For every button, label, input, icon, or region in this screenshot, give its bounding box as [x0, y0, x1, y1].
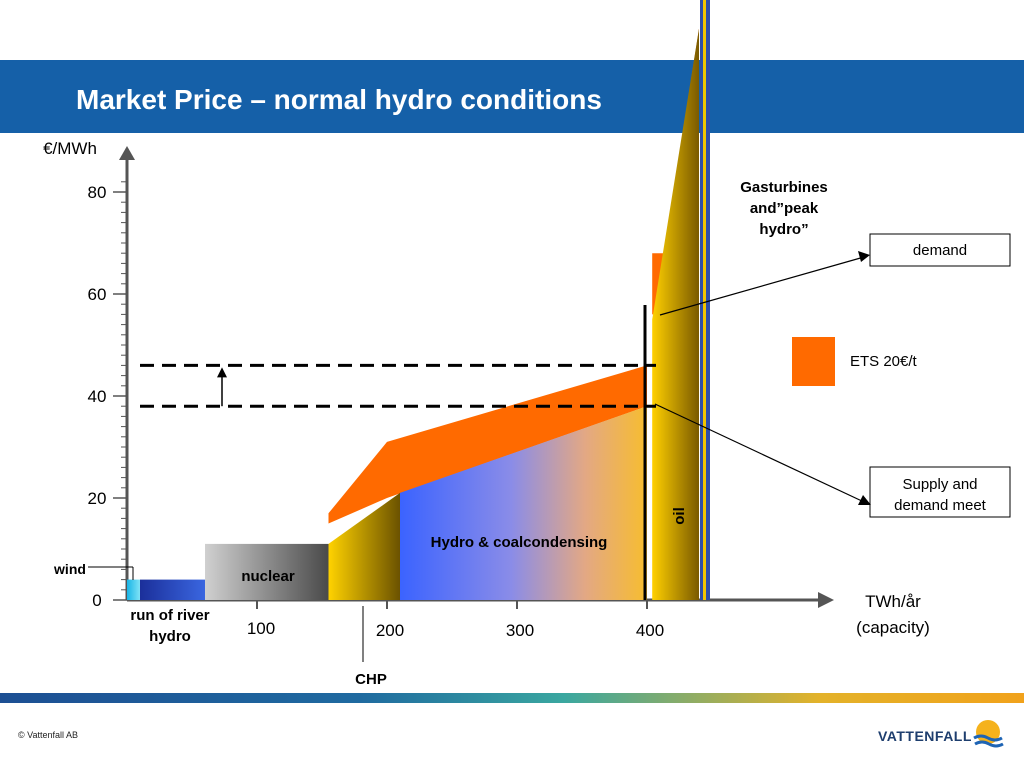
y-tick-label: 20	[88, 489, 107, 508]
copyright: © Vattenfall AB	[18, 730, 78, 740]
y-tick-label: 80	[88, 183, 107, 202]
series-hydro-coal	[400, 406, 647, 600]
x-tick-label: 200	[376, 621, 404, 640]
x-axis-title: TWh/år	[865, 592, 921, 611]
label-supply-meet: Supply and	[902, 476, 977, 493]
x-axis-arrow	[818, 592, 834, 608]
footer-bar	[0, 693, 1024, 703]
supply-callout-box	[869, 466, 1011, 518]
x-axis-title-2: (capacity)	[856, 618, 930, 637]
series-wind	[127, 579, 140, 600]
label-hydro-coal: Hydro & coalcondensing	[431, 534, 608, 551]
y-tick-label: 0	[92, 591, 101, 610]
series-nuclear	[205, 543, 329, 600]
supply-arrow	[654, 403, 865, 503]
legend-ets-swatch	[792, 337, 835, 386]
label-gasturbines: Gasturbines	[740, 179, 828, 196]
series-run-of-river	[140, 579, 205, 600]
label-supply-meet-2: demand meet	[894, 497, 987, 514]
y-tick-label: 60	[88, 285, 107, 304]
label-chp: CHP	[355, 671, 387, 688]
label-demand: demand	[913, 242, 967, 259]
x-tick-label: 400	[636, 621, 664, 640]
demand-callout-box	[869, 233, 1011, 267]
demand-arrowhead	[858, 251, 870, 262]
label-wind: wind	[53, 561, 86, 577]
label-oil: oil	[671, 507, 688, 525]
series-gasturbines-line	[703, 0, 706, 600]
price-rise-arrowhead	[217, 367, 227, 378]
label-nuclear: nuclear	[241, 568, 295, 585]
x-tick-label: 300	[506, 621, 534, 640]
label-gasturbines-2: and”peak	[750, 200, 819, 217]
x-tick-label: 100	[247, 619, 275, 638]
y-tick-label: 40	[88, 387, 107, 406]
label-gasturbines-3: hydro”	[759, 221, 808, 238]
page-title: Market Price – normal hydro conditions	[76, 84, 602, 115]
label-run-of-river-2: hydro	[149, 628, 191, 645]
series-oil	[652, 28, 699, 601]
title-bar	[0, 60, 1024, 133]
legend-ets-label: ETS 20€/t	[850, 353, 918, 370]
y-axis-title: €/MWh	[43, 139, 97, 158]
y-axis-arrow	[119, 146, 135, 160]
vattenfall-logo-text: VATTENFALL	[878, 728, 972, 744]
label-run-of-river: run of river	[130, 607, 209, 624]
demand-arrow	[659, 256, 865, 316]
series-chp	[328, 492, 400, 600]
vattenfall-logo-icon	[973, 720, 1004, 748]
supply-arrowhead	[858, 495, 871, 505]
